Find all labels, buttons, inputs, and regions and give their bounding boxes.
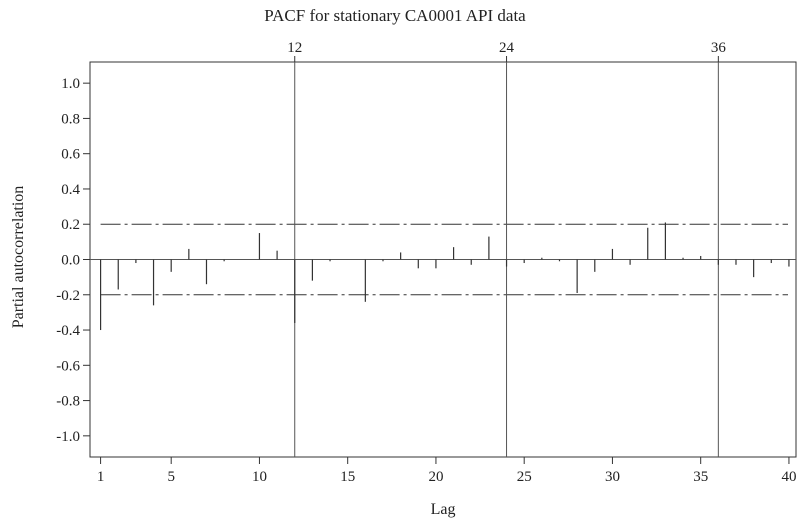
reference-label-36: 36 [711,40,727,56]
y-tick-label: -0.8 [56,394,80,410]
x-tick-label: 30 [605,469,620,485]
x-tick-label: 5 [167,469,175,485]
y-tick-label: -0.4 [56,323,80,339]
x-tick-label: 20 [428,469,443,485]
chart-title: PACF for stationary CA0001 API data [264,6,526,25]
y-tick-label: 1.0 [61,76,80,92]
y-tick-label: -0.6 [56,358,80,374]
x-tick-label: 1 [97,469,105,485]
y-tick-label: -1.0 [56,429,80,445]
x-tick-label: 10 [252,469,267,485]
y-tick-label: -0.2 [56,288,80,304]
x-tick-label: 15 [340,469,355,485]
x-tick-label: 35 [693,469,708,485]
plot-area: 12 24 36 -1.0 -0.8 -0.6 -0.4 -0.2 0.0 0.2 0.4 0.6 0.… [56,40,797,485]
y-tick-label: 0.6 [61,147,80,163]
x-tick-label: 40 [781,469,796,485]
y-tick-label: 0.2 [61,217,80,233]
reference-label-24: 24 [499,40,515,56]
x-tick-label: 25 [517,469,532,485]
reference-label-12: 12 [287,40,302,56]
y-axis-label: Partial autocorrelation [10,186,27,329]
y-tick-label: 0.4 [61,182,80,198]
x-axis-label: Lag [431,501,456,518]
y-tick-label: 0.0 [61,253,80,269]
y-tick-label: 0.8 [61,111,80,127]
